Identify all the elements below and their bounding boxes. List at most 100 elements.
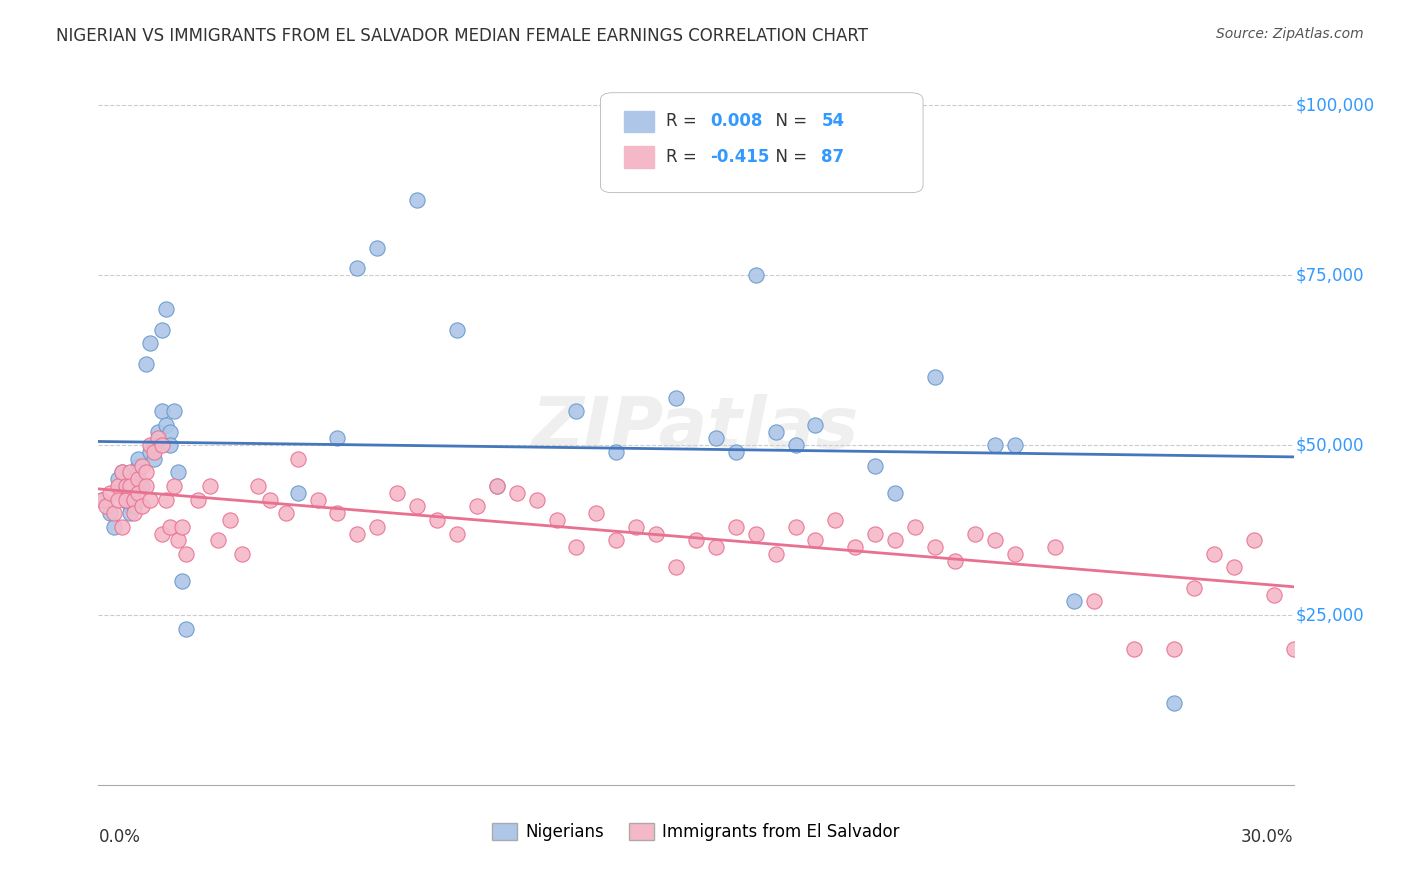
Point — [385, 485, 409, 500]
Point — [1123, 642, 1146, 657]
Point — [724, 519, 747, 533]
Point — [111, 466, 134, 480]
Point — [307, 492, 329, 507]
Point — [131, 479, 153, 493]
Point — [120, 479, 142, 493]
Point — [167, 466, 190, 480]
Point — [219, 513, 242, 527]
Point — [984, 533, 1007, 548]
Point — [98, 506, 122, 520]
Point — [685, 533, 707, 548]
Bar — [624, 111, 654, 132]
Point — [174, 547, 197, 561]
Point — [287, 485, 309, 500]
Point — [107, 472, 129, 486]
Point — [366, 519, 388, 533]
Point — [198, 479, 221, 493]
Point — [120, 506, 142, 520]
Point — [259, 492, 281, 507]
Point — [143, 445, 166, 459]
Point — [526, 492, 548, 507]
Point — [120, 500, 142, 514]
Point — [485, 479, 508, 493]
Text: $100,000: $100,000 — [1296, 96, 1375, 114]
Text: $75,000: $75,000 — [1296, 266, 1364, 285]
Text: ZIPatlas: ZIPatlas — [533, 393, 859, 463]
Point — [1083, 594, 1105, 608]
Point — [326, 431, 349, 445]
Point — [665, 391, 688, 405]
Point — [124, 506, 146, 520]
Point — [124, 492, 146, 507]
Legend: Nigerians, Immigrants from El Salvador: Nigerians, Immigrants from El Salvador — [485, 816, 907, 848]
Point — [159, 425, 181, 439]
Point — [465, 500, 488, 514]
Point — [1182, 581, 1205, 595]
Point — [150, 438, 173, 452]
Point — [150, 323, 173, 337]
Point — [406, 194, 429, 208]
Point — [159, 438, 181, 452]
Point — [645, 526, 668, 541]
Point — [155, 492, 177, 507]
Point — [565, 404, 588, 418]
Text: $50,000: $50,000 — [1296, 436, 1364, 454]
Point — [135, 466, 157, 480]
Point — [96, 500, 118, 514]
Point — [865, 526, 887, 541]
Point — [148, 425, 170, 439]
Point — [626, 519, 648, 533]
Point — [115, 479, 138, 493]
Point — [446, 526, 468, 541]
Point — [924, 370, 946, 384]
Point — [143, 438, 166, 452]
Point — [724, 445, 747, 459]
Point — [1243, 533, 1265, 548]
Point — [844, 540, 866, 554]
Point — [150, 526, 173, 541]
Point — [124, 500, 146, 514]
Point — [127, 472, 149, 486]
Point — [745, 268, 768, 283]
Point — [426, 513, 449, 527]
Point — [246, 479, 269, 493]
Text: 30.0%: 30.0% — [1241, 828, 1294, 846]
Text: 54: 54 — [821, 112, 845, 130]
Text: $25,000: $25,000 — [1296, 606, 1365, 624]
Point — [346, 526, 368, 541]
Point — [107, 479, 129, 493]
Point — [485, 479, 508, 493]
Point — [148, 431, 170, 445]
Point — [546, 513, 568, 527]
Point — [91, 492, 114, 507]
Point — [159, 519, 181, 533]
Point — [565, 540, 588, 554]
Point — [155, 302, 177, 317]
Point — [1004, 547, 1026, 561]
Point — [785, 438, 807, 452]
Point — [124, 492, 146, 507]
Point — [172, 519, 194, 533]
Text: 0.0%: 0.0% — [98, 828, 141, 846]
Point — [765, 547, 787, 561]
Text: 0.008: 0.008 — [710, 112, 762, 130]
Point — [446, 323, 468, 337]
Point — [91, 492, 114, 507]
Point — [406, 500, 429, 514]
Point — [605, 533, 627, 548]
Point — [287, 451, 309, 466]
Text: N =: N = — [765, 148, 813, 166]
Point — [98, 485, 122, 500]
Point — [127, 466, 149, 480]
Text: R =: R = — [666, 112, 702, 130]
Text: NIGERIAN VS IMMIGRANTS FROM EL SALVADOR MEDIAN FEMALE EARNINGS CORRELATION CHART: NIGERIAN VS IMMIGRANTS FROM EL SALVADOR … — [56, 27, 869, 45]
FancyBboxPatch shape — [600, 93, 922, 193]
Text: N =: N = — [765, 112, 813, 130]
Point — [506, 485, 529, 500]
Point — [1223, 560, 1246, 574]
Point — [765, 425, 787, 439]
Point — [103, 519, 125, 533]
Point — [139, 336, 162, 351]
Point — [135, 479, 157, 493]
Point — [231, 547, 253, 561]
